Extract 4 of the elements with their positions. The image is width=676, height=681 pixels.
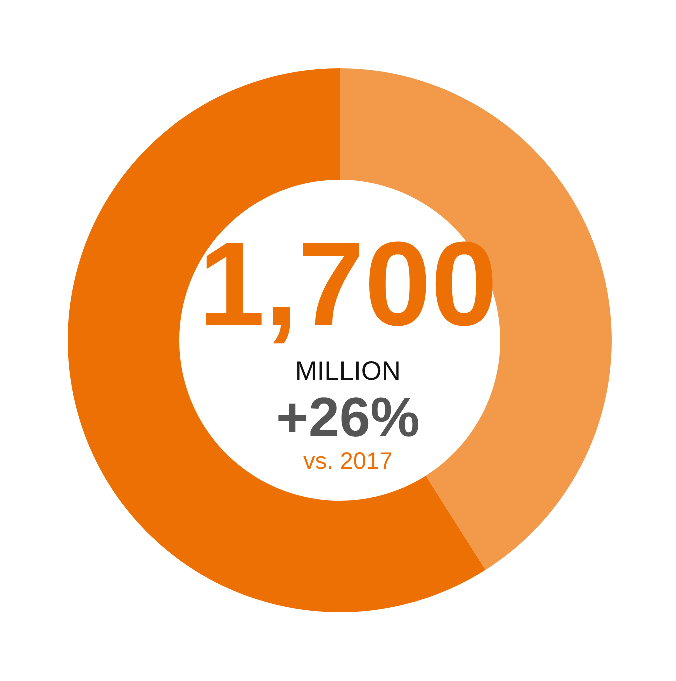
text: MILLION <box>298 362 399 380</box>
text: vs. 2017 <box>304 452 392 470</box>
text: 1,700 <box>206 242 493 344</box>
text: +26% <box>278 398 419 438</box>
